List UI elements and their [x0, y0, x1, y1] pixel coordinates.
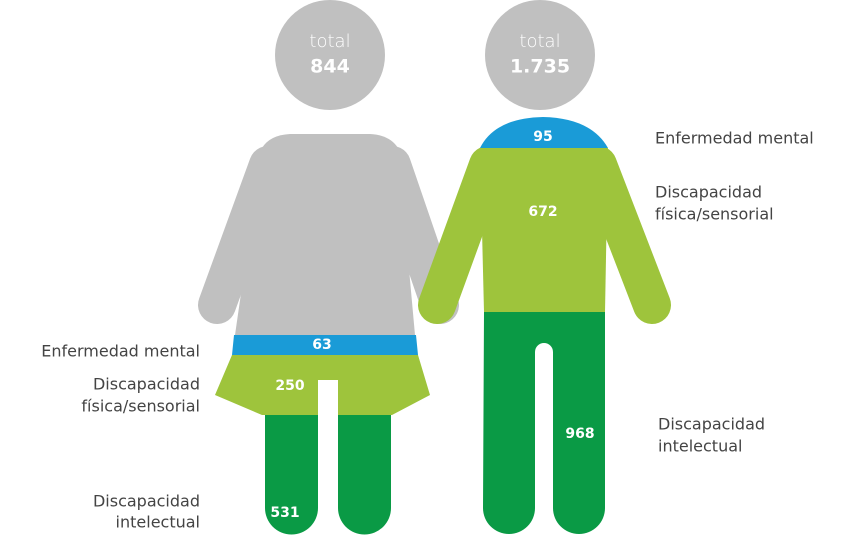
woman-figure — [198, 0, 459, 535]
label: Enfermedad mental — [655, 129, 814, 148]
woman-leg — [265, 415, 318, 535]
value: 531 — [270, 505, 299, 521]
total-value: 844 — [310, 56, 350, 78]
label: intelectual — [116, 513, 200, 532]
total-value: 1.735 — [510, 56, 570, 78]
label: intelectual — [658, 437, 742, 456]
label: física/sensorial — [81, 397, 200, 416]
label: Discapacidad — [658, 415, 765, 434]
value: 672 — [528, 204, 557, 220]
value: 63 — [312, 337, 331, 353]
woman-torso — [235, 134, 415, 335]
label: Discapacidad — [93, 375, 200, 394]
man-figure — [418, 0, 671, 534]
label: Discapacidad — [655, 183, 762, 202]
man-band-mental — [480, 117, 608, 148]
total-label: total — [309, 31, 350, 52]
man-arm — [418, 146, 507, 324]
man-torso — [480, 148, 608, 312]
value: 95 — [533, 129, 552, 145]
woman-skirt — [215, 355, 430, 415]
woman-head — [275, 0, 385, 110]
woman-leg — [338, 415, 391, 535]
value: 250 — [275, 378, 304, 394]
value: 968 — [565, 426, 594, 442]
label: física/sensorial — [655, 205, 774, 224]
label: Enfermedad mental — [41, 342, 200, 361]
woman-band-mental — [232, 335, 418, 355]
man-head — [485, 0, 595, 110]
total-label: total — [519, 31, 560, 52]
label: Discapacidad — [93, 492, 200, 511]
man-legs — [483, 312, 605, 534]
